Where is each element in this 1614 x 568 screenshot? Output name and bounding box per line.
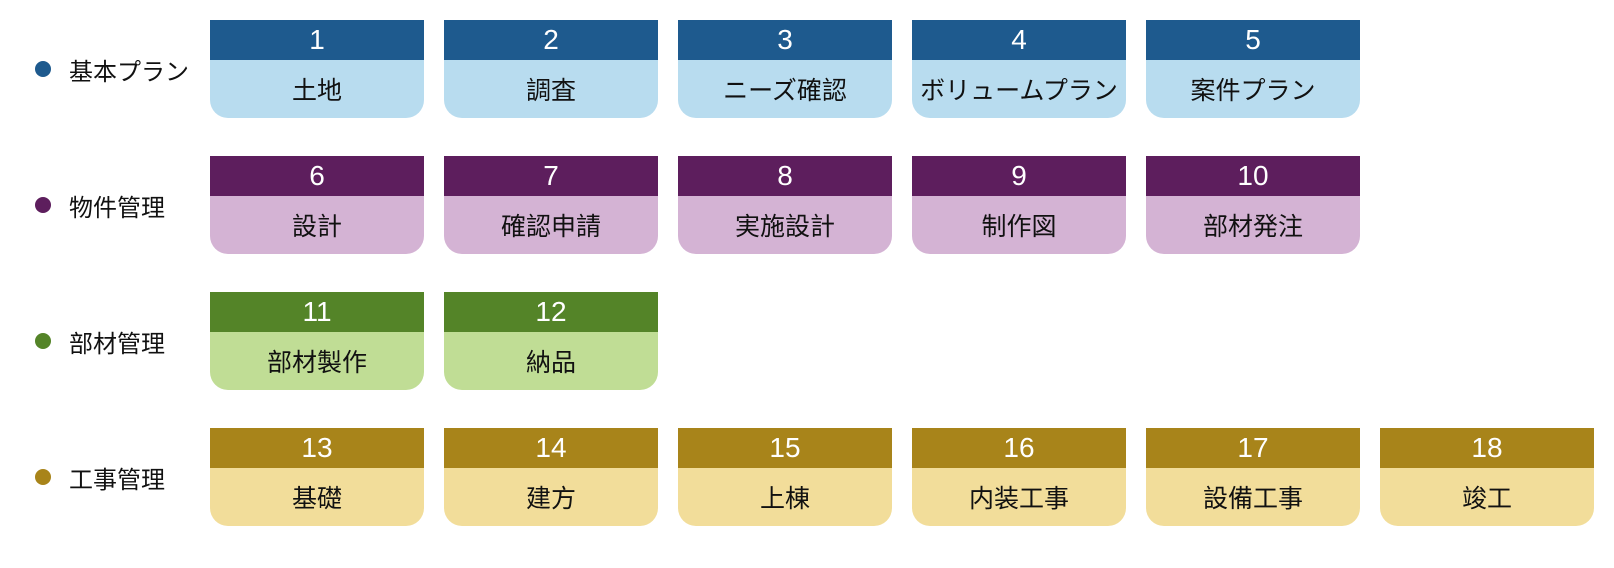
cards-container: 11部材製作12納品 [210, 292, 658, 390]
process-card: 1土地 [210, 20, 424, 118]
card-label: 確認申請 [444, 196, 658, 254]
card-number: 13 [210, 428, 424, 468]
card-number: 7 [444, 156, 658, 196]
card-label: 制作図 [912, 196, 1126, 254]
process-card: 15上棟 [678, 428, 892, 526]
card-number: 9 [912, 156, 1126, 196]
card-number: 4 [912, 20, 1126, 60]
cards-container: 13基礎14建方15上棟16内装工事17設備工事18竣工 [210, 428, 1594, 526]
process-card: 7確認申請 [444, 156, 658, 254]
process-card: 13基礎 [210, 428, 424, 526]
card-label: 上棟 [678, 468, 892, 526]
process-row: 基本プラン1土地2調査3ニーズ確認4ボリュームプラン5案件プラン [20, 20, 1594, 118]
legend-bullet-icon [35, 469, 51, 485]
card-label: 基礎 [210, 468, 424, 526]
card-number: 3 [678, 20, 892, 60]
process-row: 工事管理13基礎14建方15上棟16内装工事17設備工事18竣工 [20, 428, 1594, 526]
card-number: 2 [444, 20, 658, 60]
card-number: 11 [210, 292, 424, 332]
legend-bullet-icon [35, 333, 51, 349]
process-card: 10部材発注 [1146, 156, 1360, 254]
cards-container: 6設計7確認申請8実施設計9制作図10部材発注 [210, 156, 1360, 254]
legend-label: 基本プラン [69, 52, 189, 87]
process-card: 9制作図 [912, 156, 1126, 254]
card-number: 12 [444, 292, 658, 332]
card-label: 竣工 [1380, 468, 1594, 526]
row-legend: 部材管理 [20, 324, 210, 359]
card-label: 土地 [210, 60, 424, 118]
card-number: 5 [1146, 20, 1360, 60]
process-card: 6設計 [210, 156, 424, 254]
row-legend: 工事管理 [20, 460, 210, 495]
card-label: 部材発注 [1146, 196, 1360, 254]
process-card: 14建方 [444, 428, 658, 526]
card-label: 調査 [444, 60, 658, 118]
process-flow-chart: 基本プラン1土地2調査3ニーズ確認4ボリュームプラン5案件プラン物件管理6設計7… [20, 20, 1594, 526]
card-label: 建方 [444, 468, 658, 526]
legend-bullet-icon [35, 197, 51, 213]
card-label: 納品 [444, 332, 658, 390]
card-label: 内装工事 [912, 468, 1126, 526]
card-number: 16 [912, 428, 1126, 468]
card-label: 実施設計 [678, 196, 892, 254]
card-label: ニーズ確認 [678, 60, 892, 118]
process-row: 物件管理6設計7確認申請8実施設計9制作図10部材発注 [20, 156, 1594, 254]
card-number: 17 [1146, 428, 1360, 468]
legend-label: 工事管理 [69, 460, 165, 495]
process-card: 2調査 [444, 20, 658, 118]
process-card: 3ニーズ確認 [678, 20, 892, 118]
card-number: 18 [1380, 428, 1594, 468]
card-label: ボリュームプラン [912, 60, 1126, 118]
process-card: 16内装工事 [912, 428, 1126, 526]
card-number: 10 [1146, 156, 1360, 196]
process-card: 17設備工事 [1146, 428, 1360, 526]
process-card: 18竣工 [1380, 428, 1594, 526]
process-card: 12納品 [444, 292, 658, 390]
cards-container: 1土地2調査3ニーズ確認4ボリュームプラン5案件プラン [210, 20, 1360, 118]
process-card: 8実施設計 [678, 156, 892, 254]
process-card: 4ボリュームプラン [912, 20, 1126, 118]
legend-label: 部材管理 [69, 324, 165, 359]
legend-bullet-icon [35, 61, 51, 77]
card-label: 設計 [210, 196, 424, 254]
card-number: 6 [210, 156, 424, 196]
card-label: 案件プラン [1146, 60, 1360, 118]
process-row: 部材管理11部材製作12納品 [20, 292, 1594, 390]
legend-label: 物件管理 [69, 188, 165, 223]
card-number: 14 [444, 428, 658, 468]
row-legend: 物件管理 [20, 188, 210, 223]
card-label: 設備工事 [1146, 468, 1360, 526]
card-number: 1 [210, 20, 424, 60]
card-label: 部材製作 [210, 332, 424, 390]
card-number: 15 [678, 428, 892, 468]
row-legend: 基本プラン [20, 52, 210, 87]
process-card: 5案件プラン [1146, 20, 1360, 118]
card-number: 8 [678, 156, 892, 196]
process-card: 11部材製作 [210, 292, 424, 390]
